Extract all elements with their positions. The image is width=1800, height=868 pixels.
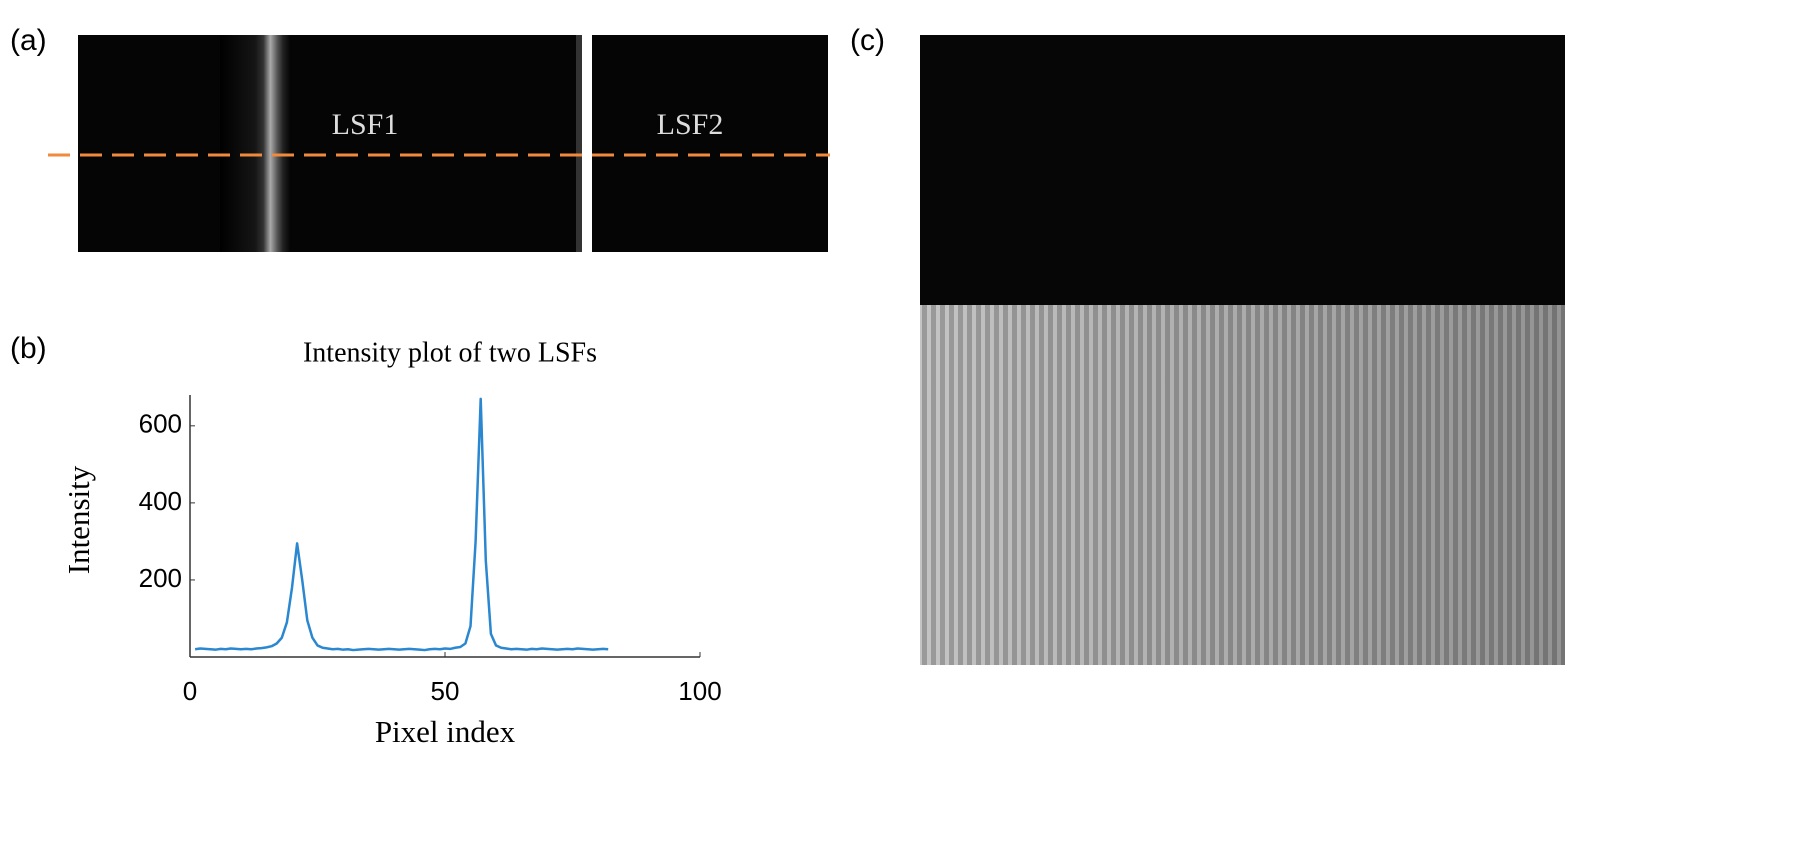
x-tick-label: 100	[678, 676, 721, 706]
y-axis-label: Intensity	[61, 465, 96, 574]
shading	[920, 305, 1565, 665]
lsf1-band	[220, 35, 290, 252]
x-tick-label: 50	[431, 676, 460, 706]
x-axis-label: Pixel index	[375, 714, 516, 749]
panel-label: (c)	[850, 24, 885, 57]
y-tick-label: 600	[139, 409, 182, 439]
panel-label: (a)	[10, 24, 47, 57]
lsf2-edge	[576, 35, 582, 252]
y-tick-label: 400	[139, 486, 182, 516]
image-label: LSF2	[657, 108, 724, 141]
line-chart: Intensity plot of two LSFs Pixel index Int…	[61, 337, 722, 749]
panel-label: (b)	[10, 332, 47, 365]
x-tick-label: 0	[183, 676, 197, 706]
y-tick-label: 200	[139, 563, 182, 593]
lsf-image	[78, 35, 828, 252]
chart-title: Intensity plot of two LSFs	[303, 337, 597, 368]
lsf2-gap	[582, 35, 592, 252]
dark-region	[920, 35, 1565, 305]
image-label: LSF1	[332, 108, 399, 141]
data-line	[194, 397, 609, 652]
